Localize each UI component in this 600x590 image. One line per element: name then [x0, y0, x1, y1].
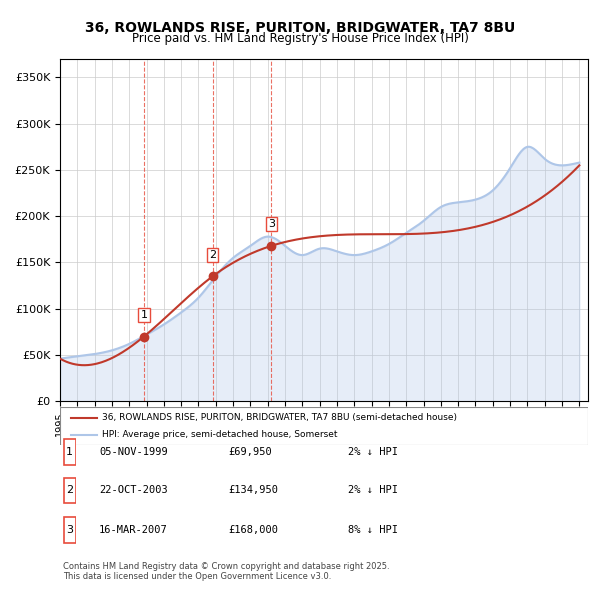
Text: 2: 2	[66, 486, 73, 495]
Text: 16-MAR-2007: 16-MAR-2007	[99, 525, 168, 535]
Text: 1: 1	[66, 447, 73, 457]
Text: 36, ROWLANDS RISE, PURITON, BRIDGWATER, TA7 8BU: 36, ROWLANDS RISE, PURITON, BRIDGWATER, …	[85, 21, 515, 35]
Text: £168,000: £168,000	[228, 525, 278, 535]
Text: 2% ↓ HPI: 2% ↓ HPI	[348, 447, 398, 457]
Text: Price paid vs. HM Land Registry's House Price Index (HPI): Price paid vs. HM Land Registry's House …	[131, 32, 469, 45]
Text: 1: 1	[140, 310, 148, 320]
Text: 3: 3	[66, 525, 73, 535]
FancyBboxPatch shape	[64, 517, 76, 543]
Text: 36, ROWLANDS RISE, PURITON, BRIDGWATER, TA7 8BU (semi-detached house): 36, ROWLANDS RISE, PURITON, BRIDGWATER, …	[102, 414, 457, 422]
Text: 05-NOV-1999: 05-NOV-1999	[99, 447, 168, 457]
Text: 2% ↓ HPI: 2% ↓ HPI	[348, 486, 398, 495]
Text: 3: 3	[268, 219, 275, 229]
Text: Contains HM Land Registry data © Crown copyright and database right 2025.
This d: Contains HM Land Registry data © Crown c…	[63, 562, 389, 581]
Text: £134,950: £134,950	[228, 486, 278, 495]
Text: 8% ↓ HPI: 8% ↓ HPI	[348, 525, 398, 535]
Text: HPI: Average price, semi-detached house, Somerset: HPI: Average price, semi-detached house,…	[102, 430, 338, 439]
Text: 22-OCT-2003: 22-OCT-2003	[99, 486, 168, 495]
FancyBboxPatch shape	[60, 407, 588, 445]
Text: £69,950: £69,950	[228, 447, 272, 457]
FancyBboxPatch shape	[64, 477, 76, 503]
Text: 2: 2	[209, 250, 216, 260]
FancyBboxPatch shape	[64, 439, 76, 465]
